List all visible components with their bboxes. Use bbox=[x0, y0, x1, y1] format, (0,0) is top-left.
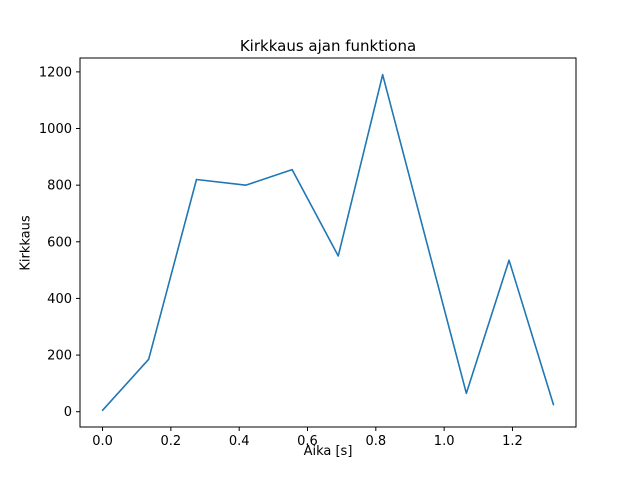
chart-title: Kirkkaus ajan funktiona bbox=[239, 37, 417, 55]
y-tick-label: 200 bbox=[47, 349, 72, 364]
x-tick-label: 0.2 bbox=[161, 434, 182, 449]
x-tick-label: 0.6 bbox=[297, 434, 318, 449]
y-tick-label: 800 bbox=[47, 179, 72, 194]
data-line bbox=[101, 73, 555, 412]
y-tick-label: 1000 bbox=[39, 122, 72, 137]
x-tick-label: 1.2 bbox=[502, 434, 523, 449]
x-tick-label: 1.0 bbox=[434, 434, 455, 449]
y-tick-label: 600 bbox=[47, 235, 72, 250]
y-tick-label: 400 bbox=[47, 292, 72, 307]
x-tick-label: 0.0 bbox=[92, 434, 113, 449]
x-tick-label: 0.8 bbox=[365, 434, 386, 449]
x-tick-label: 0.4 bbox=[229, 434, 250, 449]
x-axis-label: Aika [s] bbox=[303, 444, 353, 459]
axes-frame bbox=[79, 57, 577, 428]
y-tick-label: 0 bbox=[64, 405, 72, 420]
y-tick-label: 1200 bbox=[39, 65, 72, 80]
